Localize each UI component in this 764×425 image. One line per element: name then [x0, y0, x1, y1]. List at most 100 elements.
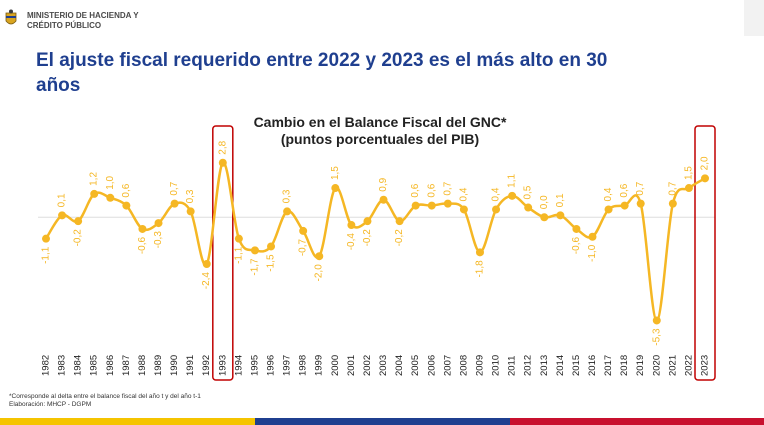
data-label-2014: 0,1	[555, 193, 566, 207]
chart-subtitle: (puntos porcentuales del PIB)	[280, 131, 480, 147]
data-label-2001: -0,4	[346, 233, 357, 251]
data-point-2008	[459, 205, 468, 214]
data-label-2010: 0,4	[491, 187, 502, 201]
data-label-2015: -0,6	[571, 237, 582, 255]
data-label-2018: 0,6	[619, 183, 630, 197]
x-tick-label-2011: 2011	[507, 356, 518, 376]
data-point-1993	[218, 158, 227, 167]
x-tick-label-1995: 1995	[249, 355, 260, 376]
data-point-2017	[604, 205, 613, 214]
data-point-1988	[138, 224, 147, 233]
x-tick-label-2017: 2017	[603, 355, 614, 376]
data-point-2022	[684, 184, 693, 193]
data-label-1993: 2,8	[217, 140, 228, 154]
data-point-2013	[540, 213, 549, 222]
data-label-1996: -1,5	[266, 254, 277, 272]
data-label-1987: 0,6	[121, 183, 132, 197]
data-point-1984	[74, 217, 83, 226]
x-tick-label-2008: 2008	[458, 355, 469, 376]
page-title-line-2: años	[36, 75, 81, 96]
data-point-1991	[186, 207, 195, 216]
data-label-2019: 0,7	[635, 181, 646, 195]
footnote: *Corresponde al delta entre el balance f…	[9, 393, 409, 409]
x-tick-label-2003: 2003	[378, 355, 389, 376]
ministry-line-1: MINISTERIO DE HACIENDA Y	[27, 11, 139, 20]
x-tick-label-1988: 1988	[137, 355, 148, 376]
x-tick-label-2014: 2014	[555, 355, 566, 376]
x-tick-label-1996: 1996	[266, 355, 277, 376]
data-label-1982: -1,1	[41, 246, 52, 264]
data-label-2017: 0,4	[603, 187, 614, 201]
x-tick-label-1998: 1998	[298, 355, 309, 376]
data-label-1992: -2,4	[201, 272, 212, 290]
data-label-1995: -1,7	[249, 258, 260, 276]
data-point-1986	[106, 193, 115, 202]
data-label-2020: -5,3	[651, 328, 662, 346]
footnote-definition: *Corresponde al delta entre el balance f…	[9, 393, 201, 400]
data-point-2020	[652, 316, 661, 325]
data-point-2009	[475, 248, 484, 257]
x-tick-label-2012: 2012	[523, 355, 534, 376]
x-tick-label-2005: 2005	[410, 355, 421, 376]
data-point-1994	[234, 234, 243, 243]
data-label-1994: -1,1	[233, 246, 244, 264]
data-point-2010	[492, 205, 501, 214]
data-label-2003: 0,9	[378, 177, 389, 191]
data-label-1999: -2,0	[314, 264, 325, 282]
x-tick-label-2022: 2022	[683, 355, 694, 376]
data-label-2016: -1,0	[587, 244, 598, 262]
page-title: El ajuste fiscal requerido entre 2022 y …	[36, 48, 736, 98]
x-tick-label-2010: 2010	[491, 355, 502, 376]
x-tick-label-1990: 1990	[169, 355, 180, 376]
data-label-1991: 0,3	[185, 189, 196, 203]
data-label-1984: -0,2	[73, 229, 84, 247]
x-tick-label-2009: 2009	[474, 355, 485, 376]
data-label-2021: 0,7	[667, 181, 678, 195]
data-point-2023	[701, 174, 709, 183]
data-label-2022: 1,5	[683, 166, 694, 180]
data-label-2009: -1,8	[474, 260, 485, 278]
x-tick-label-2020: 2020	[651, 355, 662, 376]
footer-stripe-blue	[255, 418, 510, 425]
x-tick-label-1993: 1993	[217, 355, 228, 376]
data-point-2000	[331, 184, 340, 193]
highlight-boxes	[212, 125, 716, 381]
data-point-2001	[347, 221, 356, 230]
footer-stripe-yellow	[0, 418, 255, 425]
chart-title: Cambio en el Balance Fiscal del GNC*	[253, 114, 507, 130]
data-label-1998: -0,7	[298, 238, 309, 256]
data-point-2006	[427, 201, 436, 210]
x-tick-label-1991: 1991	[185, 355, 196, 376]
highlight-box-1993	[212, 125, 234, 381]
data-point-2019	[636, 199, 645, 208]
x-tick-label-2016: 2016	[587, 355, 598, 376]
x-tick-label-1989: 1989	[153, 355, 164, 376]
data-point-1982	[42, 234, 50, 243]
data-point-1989	[154, 219, 163, 228]
data-label-2023: 2,0	[700, 156, 711, 170]
data-label-2012: 0,5	[523, 185, 534, 199]
data-label-2011: 1,1	[507, 174, 518, 188]
data-points	[42, 158, 709, 325]
x-tick-label-2013: 2013	[539, 355, 550, 376]
x-tick-label-2019: 2019	[635, 355, 646, 376]
data-point-2007	[443, 199, 452, 208]
x-tick-label-1982: 1982	[41, 355, 52, 376]
data-label-1985: 1,2	[89, 172, 100, 186]
header-right-panel	[744, 0, 764, 36]
coat-of-arms-icon	[5, 9, 17, 25]
x-tick-label-1992: 1992	[201, 355, 212, 376]
data-point-1985	[90, 189, 99, 198]
data-label-1989: -0,3	[153, 231, 164, 249]
data-point-1987	[122, 201, 131, 210]
data-label-2007: 0,7	[442, 181, 453, 195]
page-title-line-1: El ajuste fiscal requerido entre 2022 y …	[36, 50, 608, 71]
data-point-1997	[283, 207, 292, 216]
data-point-2015	[572, 224, 581, 233]
data-label-2002: -0,2	[362, 229, 373, 247]
chart-title-block: Cambio en el Balance Fiscal del GNC* (pu…	[180, 114, 580, 148]
data-label-2004: -0,2	[394, 229, 405, 247]
header: MINISTERIO DE HACIENDA Y CRÉDITO PÚBLICO	[0, 0, 764, 42]
data-point-1992	[202, 260, 211, 268]
x-tick-label-1997: 1997	[282, 355, 293, 376]
